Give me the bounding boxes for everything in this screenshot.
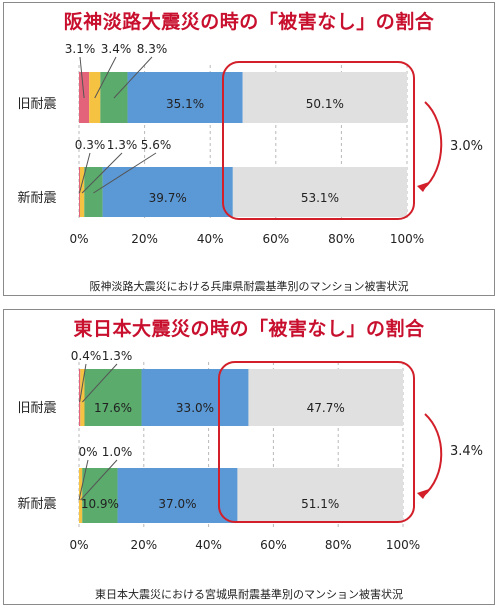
data-label: 10.9% (81, 497, 119, 511)
bar-segment (84, 369, 142, 426)
data-label: 5.6% (141, 138, 172, 152)
difference-label: 3.0% (450, 139, 483, 154)
data-label: 1.3% (107, 138, 138, 152)
bar-segment (79, 369, 81, 426)
bar-segment (84, 167, 103, 217)
chart-panel-hanshin: 阪神淡路大震災の時の「被害なし」の割合 0% 20% 40% 60% 80% 100% 旧耐… (3, 2, 495, 296)
leader-line (80, 459, 118, 501)
bar-segment (102, 167, 233, 217)
bar-segment (248, 369, 403, 426)
chart-caption: 阪神淡路大震災における兵庫県耐震基準別のマンション被害状況 (89, 280, 409, 293)
data-label: 8.3% (137, 42, 168, 56)
bar-segment (237, 468, 403, 523)
data-label: 39.7% (149, 191, 187, 205)
data-label: 33.0% (176, 401, 214, 415)
highlight-box (222, 61, 415, 220)
leader-line (82, 363, 118, 403)
data-label: 1.3% (102, 349, 133, 363)
category-label: 新耐震 (17, 496, 56, 512)
chart-title: 東日本大震災の時の「被害なし」の割合 (73, 318, 425, 340)
data-label: 37.0% (158, 497, 196, 511)
data-label: 0.4% (71, 349, 102, 363)
data-label: 53.1% (301, 191, 339, 205)
bar-chart-hanshin: 0% 20% 40% 60% 80% 100% 旧耐震 35.1% 50.1% 3.1% 3.4% 8… (17, 42, 483, 246)
x-tick-label: 100% (386, 538, 420, 552)
x-tick-label: 40% (195, 538, 222, 552)
x-tick-label: 0% (69, 232, 88, 246)
x-tick-label: 20% (130, 538, 157, 552)
leader-line (79, 152, 91, 194)
x-tick-label: 60% (262, 232, 289, 246)
leader-line (81, 152, 123, 194)
leader-line (79, 363, 87, 403)
data-label: 17.6% (94, 401, 132, 415)
bar-chart-higashi-nihon: 0% 20% 40% 60% 80% 100% 旧耐震 17.6% 33.0% 47.7% 0.4%… (17, 349, 483, 552)
bar-segment (232, 167, 407, 217)
difference-label: 3.4% (450, 444, 483, 459)
data-label: 35.1% (166, 97, 204, 111)
category-label: 旧耐震 (17, 97, 56, 112)
data-label: 0% (78, 445, 97, 459)
leader-line (78, 459, 89, 501)
bar-segment (79, 468, 83, 523)
chart-panel-higashi-nihon: 東日本大震災の時の「被害なし」の割合 0% 20% 40% 60% 80% 100% 旧耐震… (3, 309, 495, 605)
difference-arrow (422, 413, 443, 497)
category-label: 新耐震 (17, 190, 56, 206)
x-tick-label: 0% (69, 538, 88, 552)
data-label: 1.0% (102, 445, 133, 459)
arrow-head-icon (417, 182, 429, 192)
leader-line (113, 56, 153, 99)
chart-caption: 東日本大震災における宮城県耐震基準別のマンション被害状況 (95, 588, 403, 601)
data-label: 51.1% (301, 497, 339, 511)
x-tick-label: 20% (131, 232, 158, 246)
bar-segment (82, 468, 118, 523)
leader-line (79, 56, 85, 99)
bar-segment (117, 468, 238, 523)
chart-title: 阪神淡路大震災の時の「被害なし」の割合 (63, 11, 435, 33)
highlight-box (218, 361, 415, 523)
x-tick-label: 80% (328, 232, 355, 246)
x-tick-label: 100% (390, 232, 424, 246)
category-label: 旧耐震 (17, 401, 56, 416)
leader-line (93, 152, 157, 194)
arrow-head-icon (417, 489, 429, 499)
bar-segment (80, 369, 85, 426)
bar-segment (141, 369, 249, 426)
data-label: 47.7% (307, 401, 345, 415)
data-label: 3.4% (101, 42, 132, 56)
data-label: 0.3% (75, 138, 106, 152)
leader-line (94, 56, 117, 99)
data-label: 3.1% (65, 42, 96, 56)
data-label: 50.1% (306, 97, 344, 111)
x-tick-label: 40% (197, 232, 224, 246)
x-tick-label: 60% (260, 538, 287, 552)
bar-segment (79, 167, 85, 217)
x-tick-label: 80% (325, 538, 352, 552)
bar-segment (242, 72, 407, 123)
difference-arrow (422, 101, 443, 190)
